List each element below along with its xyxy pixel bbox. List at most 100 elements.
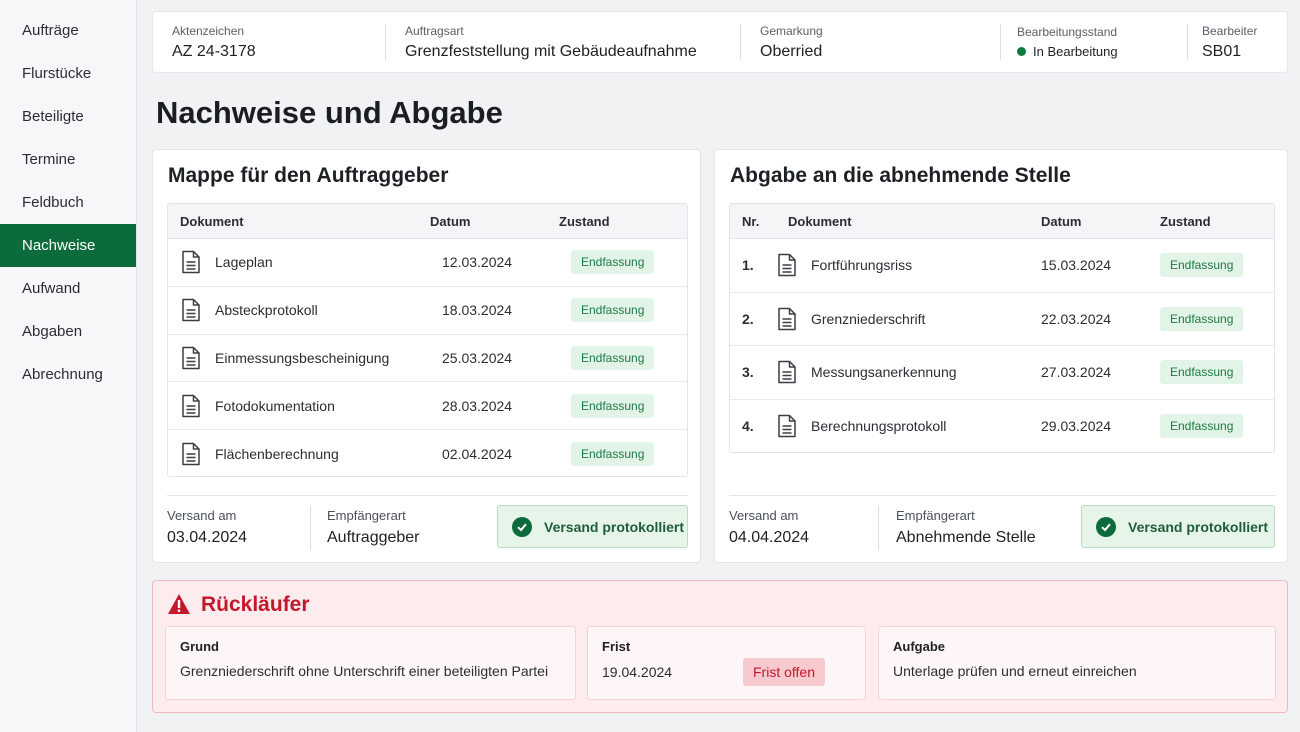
col-datum: Datum [1041,213,1082,229]
status-badge: Endfassung [571,345,655,370]
aufgabe-box: Aufgabe Unterlage prüfen und erneut einr… [878,626,1276,700]
abgabe-empfaenger-value: Abnehmende Stelle [896,529,1036,546]
document-icon [778,307,796,330]
sidebar-item-abgaben[interactable]: Abgaben [22,323,83,340]
table-row[interactable]: Flächenberechnung 02.04.2024 Endfassung [168,430,687,476]
grund-label: Grund [180,639,219,654]
doc-name: Messungsanerkennung [811,364,957,381]
abgabe-table: Nr. Dokument Datum Zustand 1. Fortführung… [729,203,1275,453]
mappe-protocol-label: Versand protokolliert [544,518,685,535]
status-badge: Endfassung [1160,253,1244,278]
auftragsart-cell: Auftragsart Grenzfeststellung mit Gebäud… [385,24,740,60]
table-row[interactable]: 3. Messungsanerkennung 27.03.2024 Endfassun… [730,346,1274,400]
abgabe-protocol-button[interactable]: Versand protokolliert [1081,505,1275,548]
sidebar-item-feldbuch[interactable]: Feldbuch [22,194,84,211]
case-header: Aktenzeichen AZ 24-3178 Auftragsart Gren… [152,11,1288,73]
check-circle-icon [512,516,532,537]
mappe-table-header: Dokument Datum Zustand [168,204,687,239]
sidebar-item-nachweise[interactable]: Nachweise [0,224,136,267]
grund-box: Grund Grenzniederschrift ohne Unterschri… [165,626,576,700]
col-datum: Datum [430,213,471,229]
mappe-empfaenger-cell: Empfängerart Auftraggeber [311,506,420,550]
mappe-versand-cell: Versand am 03.04.2024 [167,505,311,550]
mappe-empfaenger-value: Auftraggeber [327,529,420,546]
doc-name: Fotodokumentation [215,397,335,414]
table-row[interactable]: Fotodokumentation 28.03.2024 Endfassung [168,382,687,431]
doc-name: Lageplan [215,254,273,271]
document-icon [182,298,200,322]
doc-status-cell: Endfassung [1160,360,1244,385]
col-dokument: Dokument [180,213,244,229]
status-badge: Endfassung [1160,414,1244,439]
row-number: 2. [742,310,754,327]
table-row[interactable]: 2. Grenzniederschrift 22.03.2024 Endfassung [730,293,1274,346]
doc-name-cell: Fotodokumentation [168,394,442,418]
frist-value: 19.04.2024 [602,664,673,680]
doc-status-cell: Endfassung [571,393,655,418]
grund-value: Grenzniederschrift ohne Unterschrift ein… [180,663,549,679]
table-row[interactable]: Absteckprotokoll 18.03.2024 Endfassung [168,287,687,335]
status-dot-icon [1017,47,1026,56]
sidebar-item-aufwand[interactable]: Aufwand [22,280,81,297]
aktenzeichen-value: AZ 24-3178 [172,42,256,60]
abgabe-versand-value: 04.04.2024 [729,529,810,546]
status-badge: Endfassung [571,298,655,323]
document-icon [778,254,796,277]
status-badge: Endfassung [1160,360,1244,385]
gemarkung-cell: Gemarkung Oberried [740,24,1000,60]
bearbeiter-cell: Bearbeiter SB01 [1187,24,1287,60]
table-row[interactable]: 4. Berechnungsprotokoll 29.03.2024 Endfassu… [730,400,1274,453]
document-icon [182,346,200,370]
mappe-title: Mappe für den Auftraggeber [168,164,449,187]
doc-date: 29.03.2024 [1041,418,1112,435]
mappe-versand-label: Versand am [167,508,237,523]
doc-name-cell: Einmessungsbescheinigung [168,346,442,370]
doc-name-cell: Messungsanerkennung [776,360,1041,384]
doc-name-cell: Absteckprotokoll [168,298,442,322]
document-icon [778,361,796,384]
row-number: 3. [742,364,754,381]
row-number: 1. [742,257,754,274]
sidebar-item-termine[interactable]: Termine [22,151,76,168]
doc-date: 22.03.2024 [1041,310,1112,327]
doc-name-cell: Grenzniederschrift [776,307,1041,331]
mappe-card: Mappe für den Auftraggeber Dokument Datu… [152,149,701,563]
check-circle-icon [1096,516,1116,537]
sidebar-item-flurstuecke[interactable]: Flurstücke [22,65,92,82]
row-number: 4. [742,418,754,435]
col-zustand: Zustand [559,213,610,229]
status-label: Bearbeitungsstand [1017,25,1118,39]
doc-date: 15.03.2024 [1041,257,1112,274]
sidebar-item-beteiligte[interactable]: Beteiligte [22,108,84,125]
document-icon [182,394,200,418]
abgabe-footer: Versand am 04.04.2024 Empfängerart Abneh… [729,495,1275,550]
abgabe-versand-cell: Versand am 04.04.2024 [729,505,879,550]
doc-status-cell: Endfassung [1160,414,1244,439]
frist-box: Frist 19.04.2024 Frist offen [587,626,866,700]
table-row[interactable]: Lageplan 12.03.2024 Endfassung [168,239,687,287]
sidebar-item-auftraege[interactable]: Aufträge [22,22,79,39]
mappe-empfaenger-label: Empfängerart [327,508,406,523]
aktenzeichen-cell: Aktenzeichen AZ 24-3178 [153,24,385,60]
doc-status-cell: Endfassung [1160,306,1244,331]
col-zustand: Zustand [1160,213,1211,229]
auftragsart-label: Auftragsart [405,23,464,38]
sidebar: Aufträge Flurstücke Beteiligte Termine F… [0,0,137,732]
sidebar-item-abrechnung[interactable]: Abrechnung [22,366,103,383]
mappe-protocol-button[interactable]: Versand protokolliert [497,505,688,548]
doc-status-cell: Endfassung [571,442,655,467]
table-row[interactable]: Einmessungsbescheinigung 25.03.2024 Endfas… [168,335,687,383]
doc-status-cell: Endfassung [1160,253,1244,278]
status-badge: Endfassung [1160,306,1244,331]
aufgabe-value: Unterlage prüfen und erneut einreichen [893,663,1137,679]
col-nr: Nr. [742,213,760,229]
doc-status-cell: Endfassung [571,298,655,323]
document-icon [182,251,200,274]
frist-label: Frist [602,639,631,654]
ruecklaeufer-alert: Rückläufer Grund Grenzniederschrift ohne… [152,580,1288,713]
table-row[interactable]: 1. Fortführungsriss 15.03.2024 Endfassung [730,239,1274,293]
abgabe-empfaenger-cell: Empfängerart Abnehmende Stelle [879,506,1036,550]
doc-date: 12.03.2024 [442,254,513,271]
aufgabe-label: Aufgabe [893,639,945,654]
col-dokument: Dokument [788,213,852,229]
